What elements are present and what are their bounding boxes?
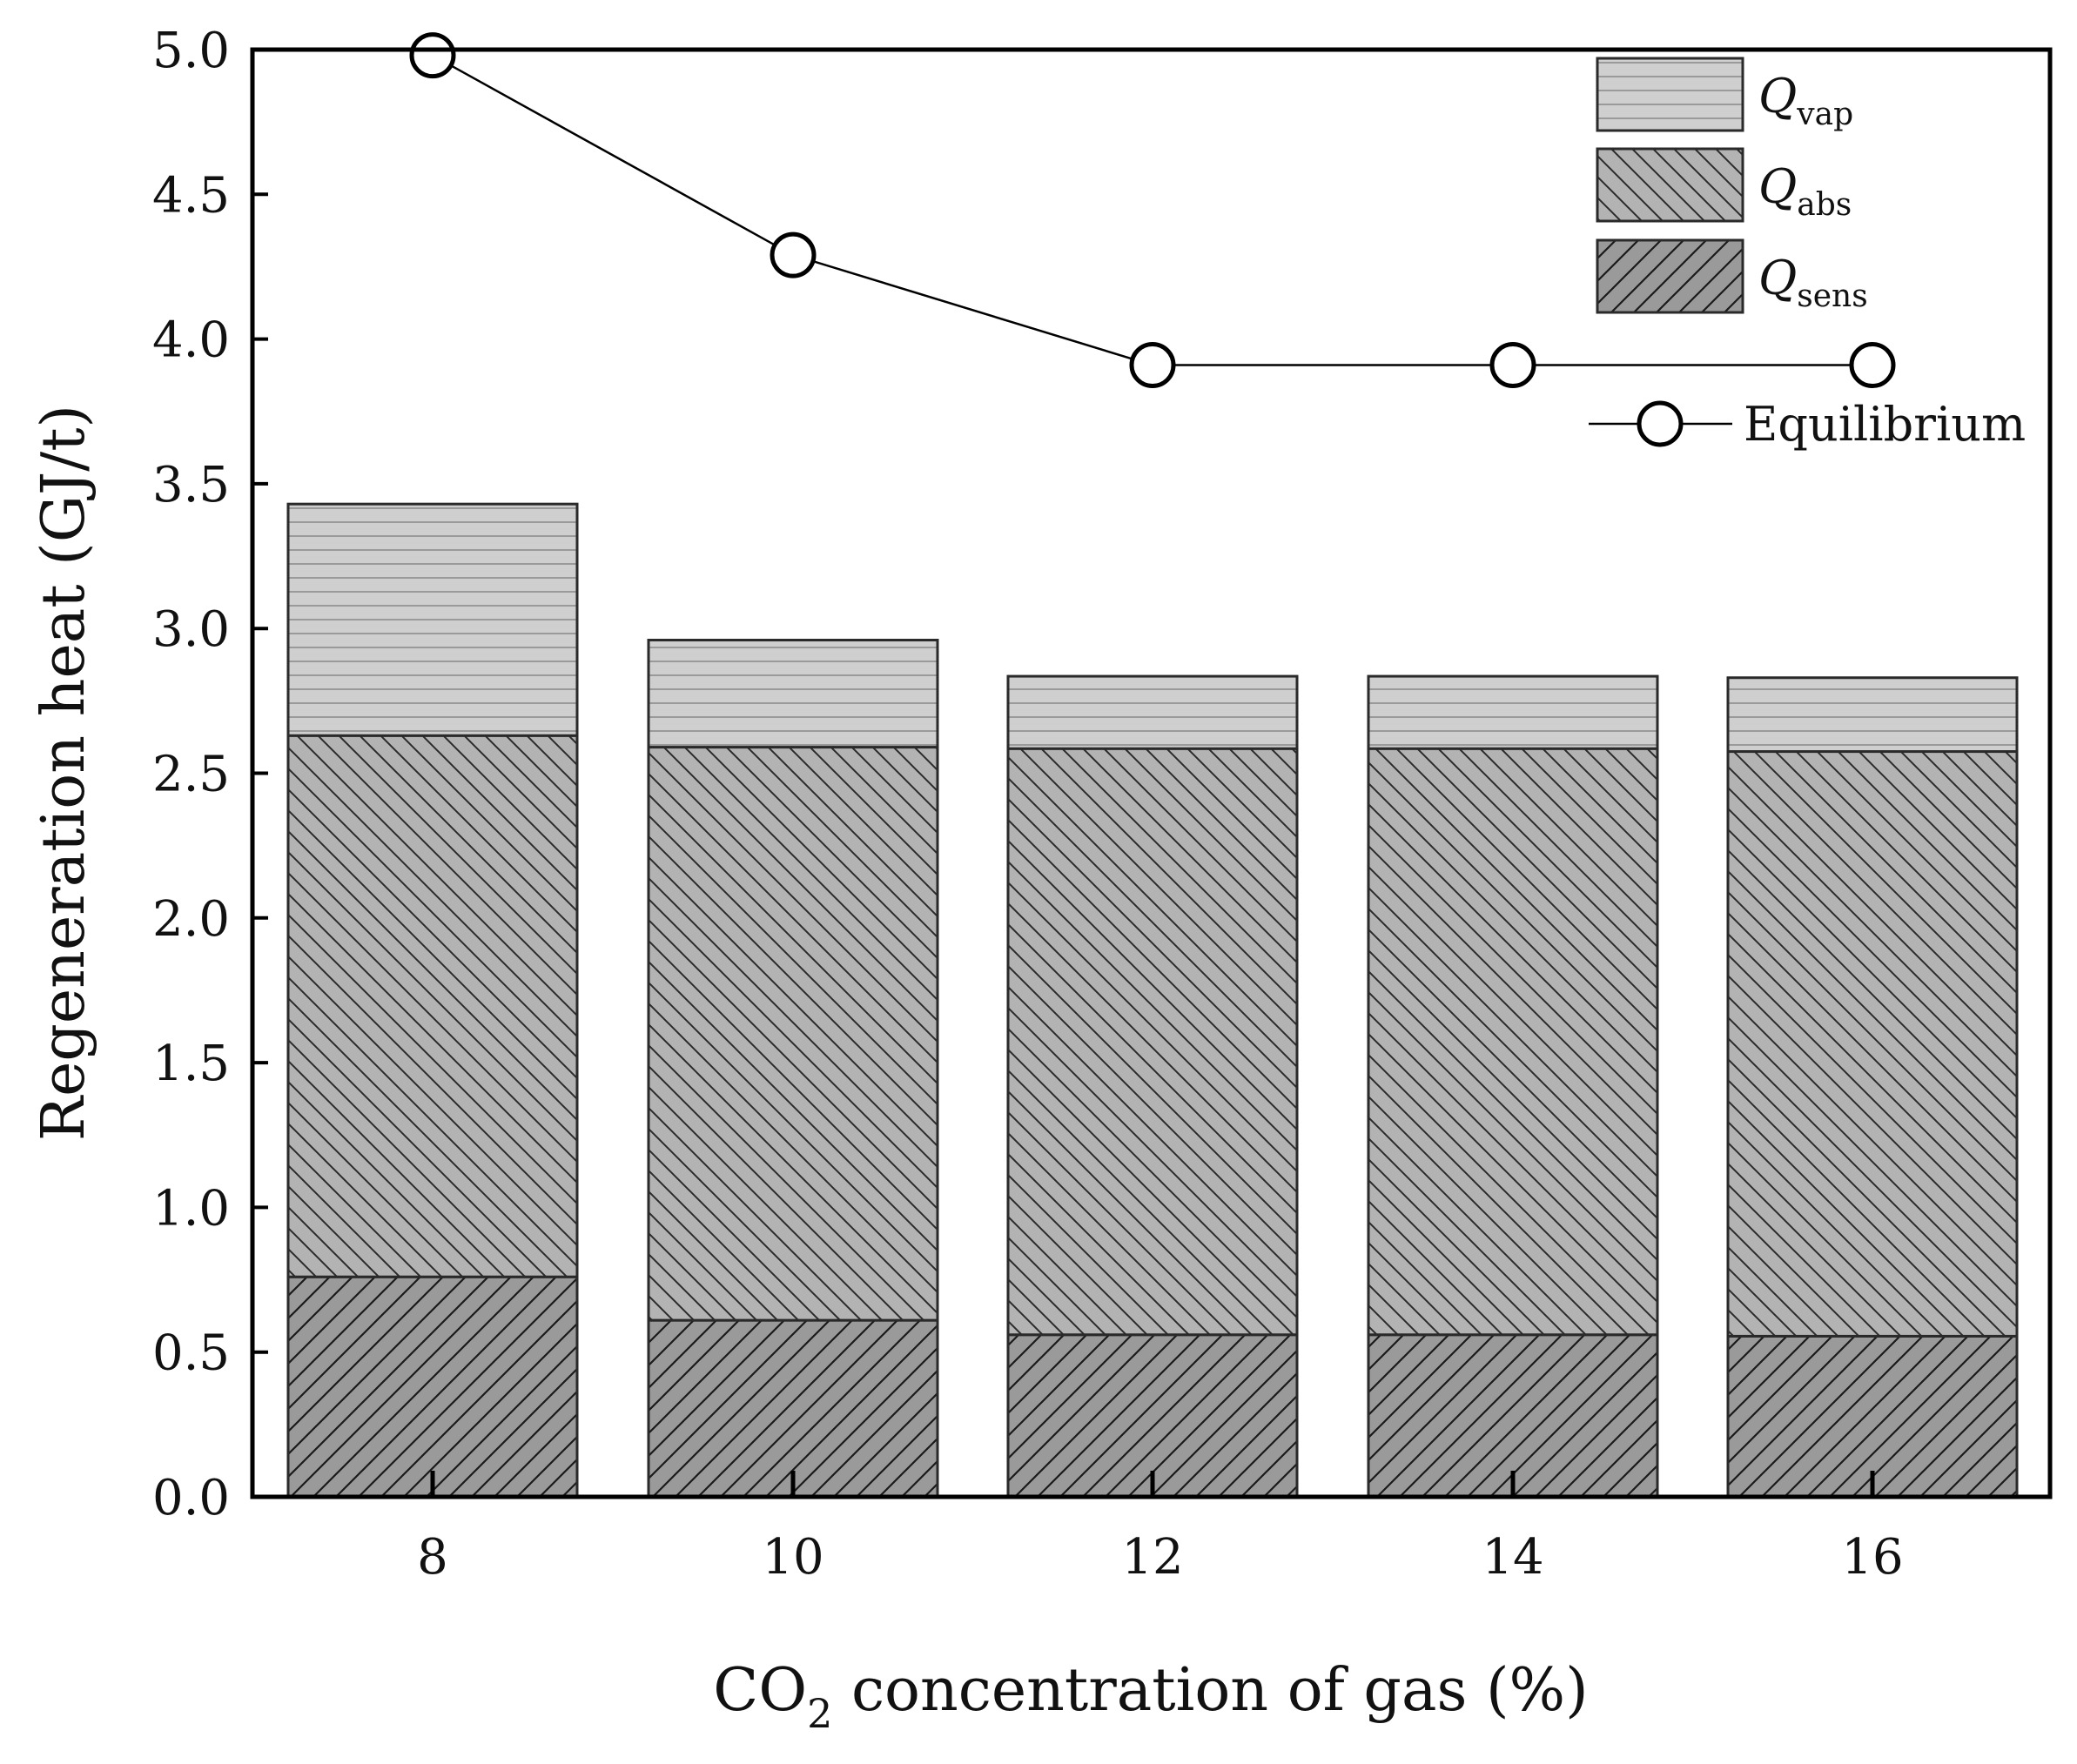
y-tick-label: 0.5 bbox=[152, 1325, 230, 1382]
y-tick-label: 2.5 bbox=[152, 747, 230, 803]
legend-label-vap: Qvap bbox=[1758, 69, 1853, 132]
x-axis-title-main: CO bbox=[713, 1656, 807, 1725]
y-tick-label: 1.5 bbox=[152, 1036, 230, 1092]
legend: Qvap Qabs Qsens Equilibrium bbox=[1589, 57, 2026, 452]
y-tick-label: 2.0 bbox=[152, 891, 230, 948]
equilibrium-point-8 bbox=[409, 32, 456, 79]
x-tick-label: 16 bbox=[1841, 1529, 1903, 1586]
y-tick-label: 0.0 bbox=[152, 1470, 230, 1526]
y-tick-label: 4.0 bbox=[152, 312, 230, 369]
bar-abs-14 bbox=[1367, 747, 1659, 1337]
bars-group bbox=[286, 502, 2019, 1499]
equilibrium-point-16 bbox=[1849, 342, 1896, 389]
x-axis-title-sub: 2 bbox=[807, 1690, 832, 1737]
bar-sens-8 bbox=[286, 1275, 579, 1499]
x-ticks: 8 10 12 14 16 bbox=[417, 1471, 1904, 1586]
y-tick-label: 3.0 bbox=[152, 601, 230, 658]
y-ticks: 0.0 0.5 1.0 1.5 2.0 2.5 3.0 3.5 4.0 4.5 5.0 bbox=[152, 23, 268, 1526]
y-tick-label: 4.5 bbox=[152, 167, 230, 224]
legend-swatch-abs bbox=[1596, 147, 1744, 223]
legend-marker-equilibrium bbox=[1637, 400, 1684, 447]
legend-label-sens: Qsens bbox=[1758, 251, 1868, 314]
x-tick-label: 12 bbox=[1121, 1529, 1183, 1586]
x-tick-label: 10 bbox=[762, 1529, 823, 1586]
bar-abs-10 bbox=[647, 746, 939, 1322]
y-axis-title: Regeneration heat (GJ/t) bbox=[30, 405, 98, 1141]
x-axis-title-rest: concentration of gas (%) bbox=[832, 1656, 1588, 1725]
bar-vap-12 bbox=[1006, 674, 1299, 750]
bar-vap-14 bbox=[1367, 674, 1659, 750]
legend-label-equilibrium: Equilibrium bbox=[1744, 397, 2026, 452]
equilibrium-point-12 bbox=[1129, 342, 1176, 389]
equilibrium-point-14 bbox=[1489, 342, 1536, 389]
x-tick-label: 14 bbox=[1482, 1529, 1543, 1586]
equilibrium-series bbox=[409, 32, 1896, 389]
bar-vap-8 bbox=[286, 502, 579, 737]
bar-abs-12 bbox=[1006, 747, 1299, 1337]
equilibrium-point-10 bbox=[770, 231, 817, 278]
bar-vap-10 bbox=[647, 639, 939, 749]
y-tick-label: 5.0 bbox=[152, 23, 230, 79]
bar-sens-10 bbox=[647, 1318, 939, 1499]
bar-abs-8 bbox=[286, 734, 579, 1278]
bar-abs-16 bbox=[1726, 750, 2019, 1338]
bar-sens-14 bbox=[1367, 1333, 1659, 1499]
y-tick-label: 1.0 bbox=[152, 1180, 230, 1237]
legend-label-abs: Qabs bbox=[1758, 159, 1852, 223]
y-tick-label: 3.5 bbox=[152, 457, 230, 513]
x-tick-label: 8 bbox=[417, 1529, 448, 1586]
legend-swatch-sens bbox=[1596, 238, 1744, 314]
x-axis-title: CO2 concentration of gas (%) bbox=[713, 1656, 1588, 1737]
legend-swatch-vap bbox=[1596, 57, 1744, 132]
bar-vap-16 bbox=[1726, 676, 2019, 754]
bar-sens-12 bbox=[1006, 1333, 1299, 1499]
